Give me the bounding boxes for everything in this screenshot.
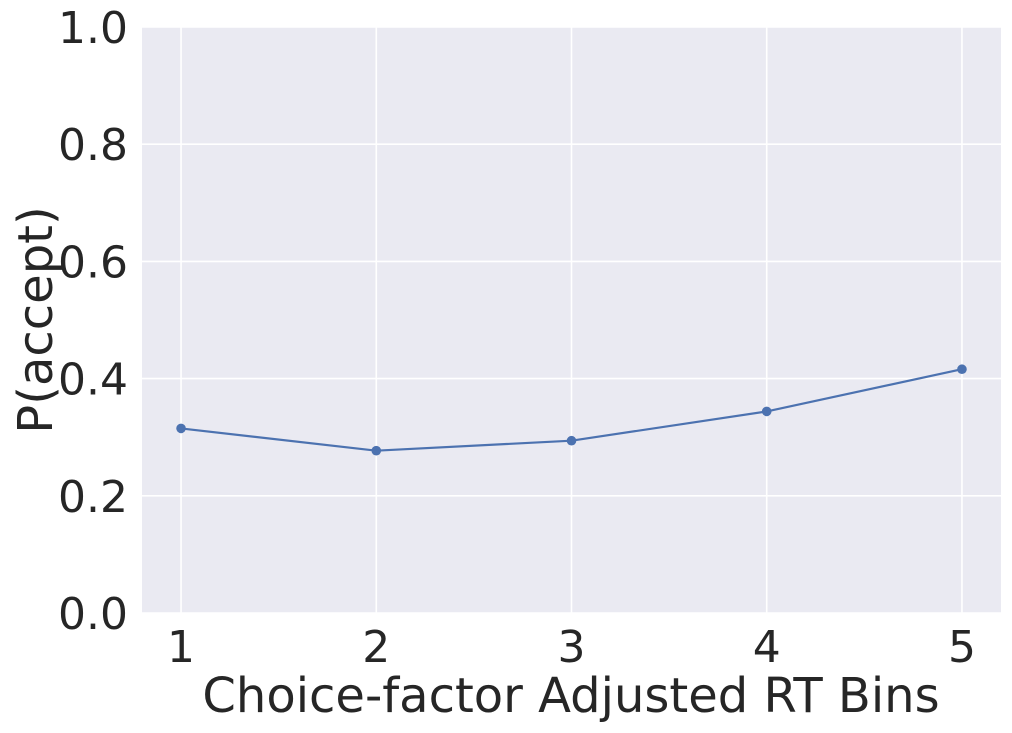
y-tick-label: 0.8 [58,120,128,171]
x-tick-label: 5 [948,622,976,673]
x-axis-label: Choice-factor Adjusted RT Bins [202,668,939,724]
y-axis-label: P(accept) [8,206,64,433]
y-tick-labels: 0.0 0.2 0.4 0.6 0.8 1.0 [58,3,128,640]
x-tick-label: 2 [362,622,390,673]
series-layer [176,364,967,456]
data-point [566,435,577,446]
y-tick-label: 0.6 [58,237,128,288]
data-point [957,364,967,375]
data-point [371,445,382,456]
x-tick-label: 1 [167,622,195,673]
y-tick-label: 0.4 [58,355,128,406]
y-gridlines [142,26,1001,614]
data-point [176,423,186,434]
y-tick-label: 0.2 [58,472,128,523]
y-tick-label: 1.0 [58,3,128,54]
y-tick-label: 0.0 [58,589,128,640]
x-tick-label: 3 [558,622,586,673]
x-tick-labels: 1 2 3 4 5 [167,622,976,673]
data-point [761,406,772,417]
x-gridlines [180,27,963,613]
x-tick-label: 4 [753,622,781,673]
